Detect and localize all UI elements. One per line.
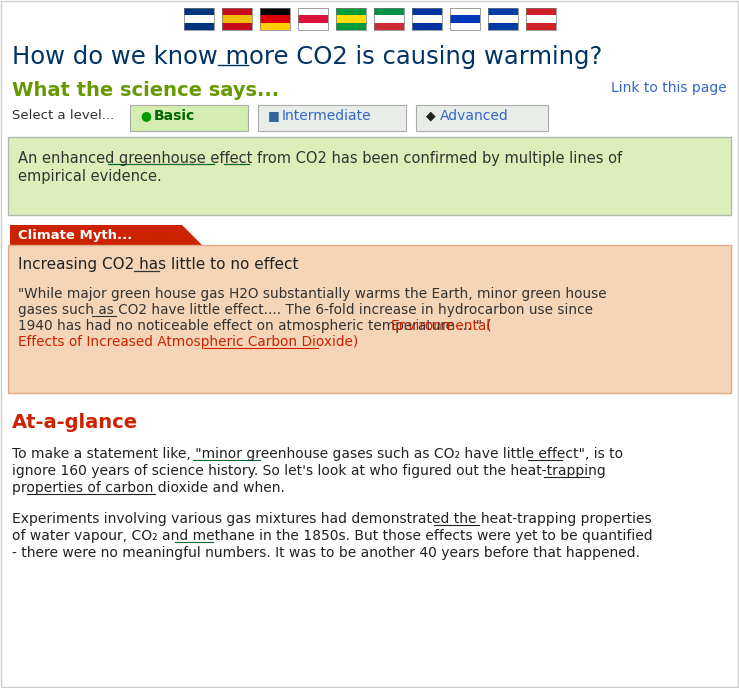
Text: At-a-glance: At-a-glance bbox=[12, 413, 138, 432]
Text: How do we know more CO2 is causing warming?: How do we know more CO2 is causing warmi… bbox=[12, 45, 602, 69]
FancyBboxPatch shape bbox=[373, 8, 403, 15]
Text: ■: ■ bbox=[268, 109, 280, 122]
Polygon shape bbox=[10, 225, 204, 247]
Text: ignore 160 years of science history. So let's look at who figured out the heat-t: ignore 160 years of science history. So … bbox=[12, 464, 606, 478]
FancyBboxPatch shape bbox=[298, 15, 327, 23]
FancyBboxPatch shape bbox=[259, 15, 290, 23]
Text: To make a statement like, "minor greenhouse gases such as CO₂ have little effect: To make a statement like, "minor greenho… bbox=[12, 447, 623, 461]
Text: Environmental: Environmental bbox=[391, 319, 491, 333]
FancyBboxPatch shape bbox=[8, 137, 731, 215]
Text: 1940 has had no noticeable effect on atmospheric temperature ... " (: 1940 has had no noticeable effect on atm… bbox=[18, 319, 491, 333]
FancyBboxPatch shape bbox=[258, 105, 406, 131]
FancyBboxPatch shape bbox=[130, 105, 248, 131]
FancyBboxPatch shape bbox=[449, 15, 480, 23]
FancyBboxPatch shape bbox=[373, 23, 403, 30]
FancyBboxPatch shape bbox=[525, 23, 556, 30]
FancyBboxPatch shape bbox=[488, 8, 517, 15]
Text: Link to this page: Link to this page bbox=[611, 81, 727, 95]
FancyBboxPatch shape bbox=[183, 23, 214, 30]
Text: - there were no meaningful numbers. It was to be another 40 years before that ha: - there were no meaningful numbers. It w… bbox=[12, 546, 640, 560]
FancyBboxPatch shape bbox=[449, 23, 480, 30]
FancyBboxPatch shape bbox=[412, 23, 441, 30]
Text: Increasing CO2 has little to no effect: Increasing CO2 has little to no effect bbox=[18, 257, 299, 272]
Text: Select a level...: Select a level... bbox=[12, 109, 114, 122]
FancyBboxPatch shape bbox=[449, 8, 480, 15]
Text: What the science says...: What the science says... bbox=[12, 81, 279, 100]
Text: Effects of Increased Atmospheric Carbon Dioxide): Effects of Increased Atmospheric Carbon … bbox=[18, 335, 358, 349]
Text: ●: ● bbox=[140, 109, 151, 122]
Text: Intermediate: Intermediate bbox=[282, 109, 372, 123]
FancyBboxPatch shape bbox=[336, 8, 366, 15]
FancyBboxPatch shape bbox=[373, 15, 403, 23]
FancyBboxPatch shape bbox=[183, 8, 214, 15]
FancyBboxPatch shape bbox=[259, 8, 290, 15]
Text: Basic: Basic bbox=[154, 109, 195, 123]
Text: ◆: ◆ bbox=[426, 109, 435, 122]
Text: properties of carbon dioxide and when.: properties of carbon dioxide and when. bbox=[12, 481, 285, 495]
FancyBboxPatch shape bbox=[412, 8, 441, 15]
Text: Advanced: Advanced bbox=[440, 109, 508, 123]
FancyBboxPatch shape bbox=[416, 105, 548, 131]
FancyBboxPatch shape bbox=[412, 15, 441, 23]
FancyBboxPatch shape bbox=[8, 245, 731, 393]
FancyBboxPatch shape bbox=[488, 23, 517, 30]
Text: Climate Myth...: Climate Myth... bbox=[18, 229, 132, 242]
FancyBboxPatch shape bbox=[488, 15, 517, 23]
Text: An enhanced greenhouse effect from CO2 has been confirmed by multiple lines of: An enhanced greenhouse effect from CO2 h… bbox=[18, 151, 622, 166]
FancyBboxPatch shape bbox=[298, 23, 327, 30]
FancyBboxPatch shape bbox=[525, 15, 556, 23]
FancyBboxPatch shape bbox=[222, 23, 251, 30]
Text: empirical evidence.: empirical evidence. bbox=[18, 169, 162, 184]
Text: "While major green house gas H2O substantially warms the Earth, minor green hous: "While major green house gas H2O substan… bbox=[18, 287, 607, 301]
Text: of water vapour, CO₂ and methane in the 1850s. But those effects were yet to be : of water vapour, CO₂ and methane in the … bbox=[12, 529, 653, 543]
Text: Experiments involving various gas mixtures had demonstrated the heat-trapping pr: Experiments involving various gas mixtur… bbox=[12, 512, 652, 526]
FancyBboxPatch shape bbox=[222, 8, 251, 15]
FancyBboxPatch shape bbox=[298, 8, 327, 15]
FancyBboxPatch shape bbox=[259, 23, 290, 30]
FancyBboxPatch shape bbox=[336, 23, 366, 30]
Text: gases such as CO2 have little effect.... The 6-fold increase in hydrocarbon use : gases such as CO2 have little effect....… bbox=[18, 303, 593, 317]
FancyBboxPatch shape bbox=[183, 15, 214, 23]
FancyBboxPatch shape bbox=[222, 15, 251, 23]
FancyBboxPatch shape bbox=[525, 8, 556, 15]
FancyBboxPatch shape bbox=[336, 15, 366, 23]
